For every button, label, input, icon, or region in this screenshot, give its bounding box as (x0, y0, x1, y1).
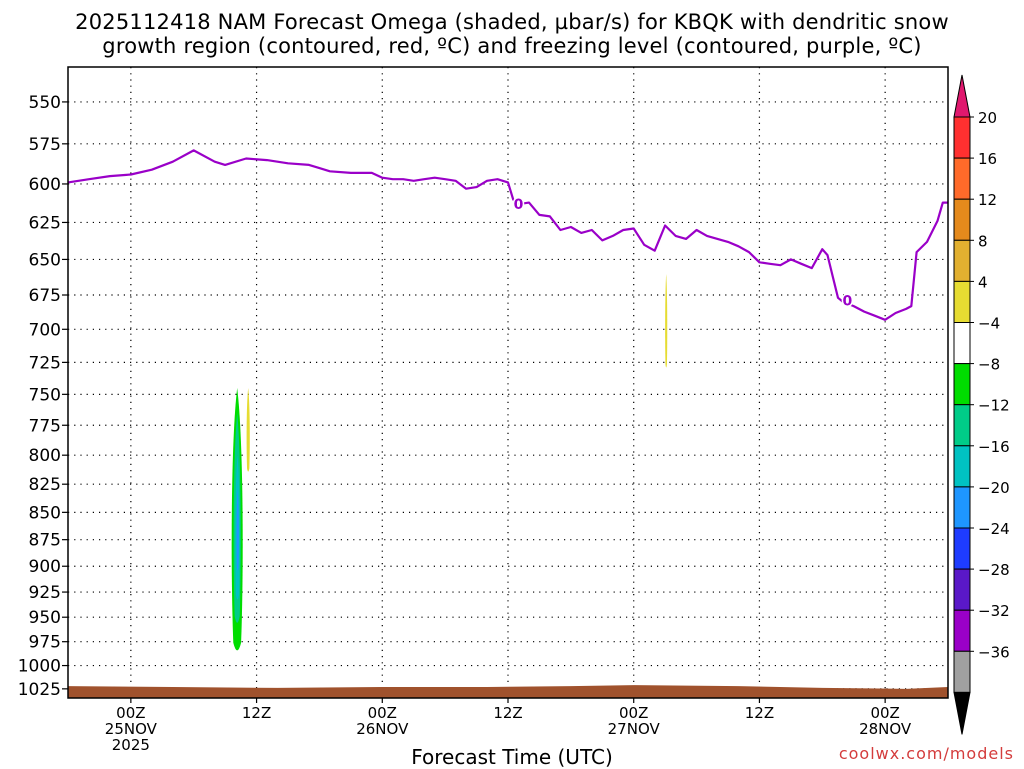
colorbar-swatch (953, 157, 971, 200)
colorbar-swatch (953, 280, 971, 323)
x-tick-label: 27NOV (608, 720, 661, 738)
y-tick-label: 1000 (18, 657, 61, 677)
x-tick-label: 00Z (870, 704, 899, 722)
x-tick-label: 2025 (112, 736, 150, 754)
y-tick-label: 925 (29, 583, 61, 603)
colorbar-swatch (953, 404, 971, 447)
y-tick-label: 550 (29, 93, 61, 113)
y-tick-label: 1025 (18, 680, 61, 700)
y-tick-label: 650 (29, 250, 61, 270)
x-tick-label: 12Z (493, 704, 522, 722)
freezing-level-contour-label: 0 (514, 197, 524, 213)
y-tick-label: 850 (29, 503, 61, 523)
plot-frame (67, 66, 949, 699)
colorbar-label: −16 (978, 438, 1010, 456)
colorbar-label: 20 (978, 109, 997, 127)
y-tick-label: 625 (29, 213, 61, 233)
y-tick-label: 725 (29, 353, 61, 373)
y-tick-label: 950 (29, 608, 61, 628)
y-tick-label: 825 (29, 475, 61, 495)
colorbar-label: −12 (978, 397, 1010, 415)
y-tick-label: 775 (29, 416, 61, 436)
colorbar-label: 8 (978, 232, 988, 250)
chart-title-line-1: 2025112418 NAM Forecast Omega (shaded, µ… (75, 10, 949, 34)
omega-shading-4 (246, 388, 250, 472)
colorbar-label: −20 (978, 479, 1010, 497)
y-tick-label: 575 (29, 135, 61, 155)
y-tick-label: 800 (29, 446, 61, 466)
y-tick-label: 975 (29, 633, 61, 653)
x-tick-label: 00Z (368, 704, 397, 722)
chart-title-line-2: growth region (contoured, red, ºC) and f… (102, 34, 922, 58)
y-tick-label: 750 (29, 385, 61, 405)
x-tick-label: 25NOV (105, 720, 158, 738)
colorbar-label: −28 (978, 561, 1010, 579)
omega-shading-3 (236, 489, 239, 571)
colorbar-label: −8 (978, 356, 1000, 374)
colorbar-label: −24 (978, 520, 1010, 538)
colorbar-swatch (953, 527, 971, 570)
colorbar-label: 16 (978, 150, 997, 168)
colorbar-label: −36 (978, 643, 1010, 661)
colorbar-swatch (953, 650, 971, 693)
freezing-level-line (67, 149, 948, 321)
colorbar-swatch (953, 486, 971, 529)
colorbar-label: −32 (978, 602, 1010, 620)
x-tick-label: 26NOV (356, 720, 409, 738)
colorbar-swatch (953, 239, 971, 282)
colorbar-swatch (953, 116, 971, 159)
colorbar-arrow-top (953, 74, 971, 118)
colorbar-swatch (953, 322, 971, 365)
colorbar-label: −4 (978, 315, 1000, 333)
colorbar-swatch (953, 445, 971, 488)
x-tick-label: 00Z (619, 704, 648, 722)
omega-shading-5 (665, 273, 668, 368)
colorbar-label: 4 (978, 273, 988, 291)
colorbar-swatch (953, 363, 971, 406)
x-tick-label: 12Z (242, 704, 271, 722)
y-tick-label: 875 (29, 531, 61, 551)
x-axis-label: Forecast Time (UTC) (411, 745, 613, 769)
y-tick-label: 600 (29, 175, 61, 195)
freezing-level-contour-label: 0 (843, 294, 853, 310)
credit-text: coolwx.com/models (838, 744, 1014, 763)
x-tick-label: 00Z (116, 704, 145, 722)
x-tick-label: 12Z (745, 704, 774, 722)
colorbar-label: 12 (978, 191, 997, 209)
colorbar-arrow-bottom (953, 691, 971, 735)
x-tick-label: 28NOV (859, 720, 912, 738)
y-tick-label: 675 (29, 286, 61, 306)
y-tick-label: 700 (29, 320, 61, 340)
colorbar-swatch (953, 609, 971, 652)
terrain-fill (68, 685, 948, 698)
colorbar-swatch (953, 568, 971, 611)
y-tick-label: 900 (29, 557, 61, 577)
colorbar-swatch (953, 198, 971, 241)
